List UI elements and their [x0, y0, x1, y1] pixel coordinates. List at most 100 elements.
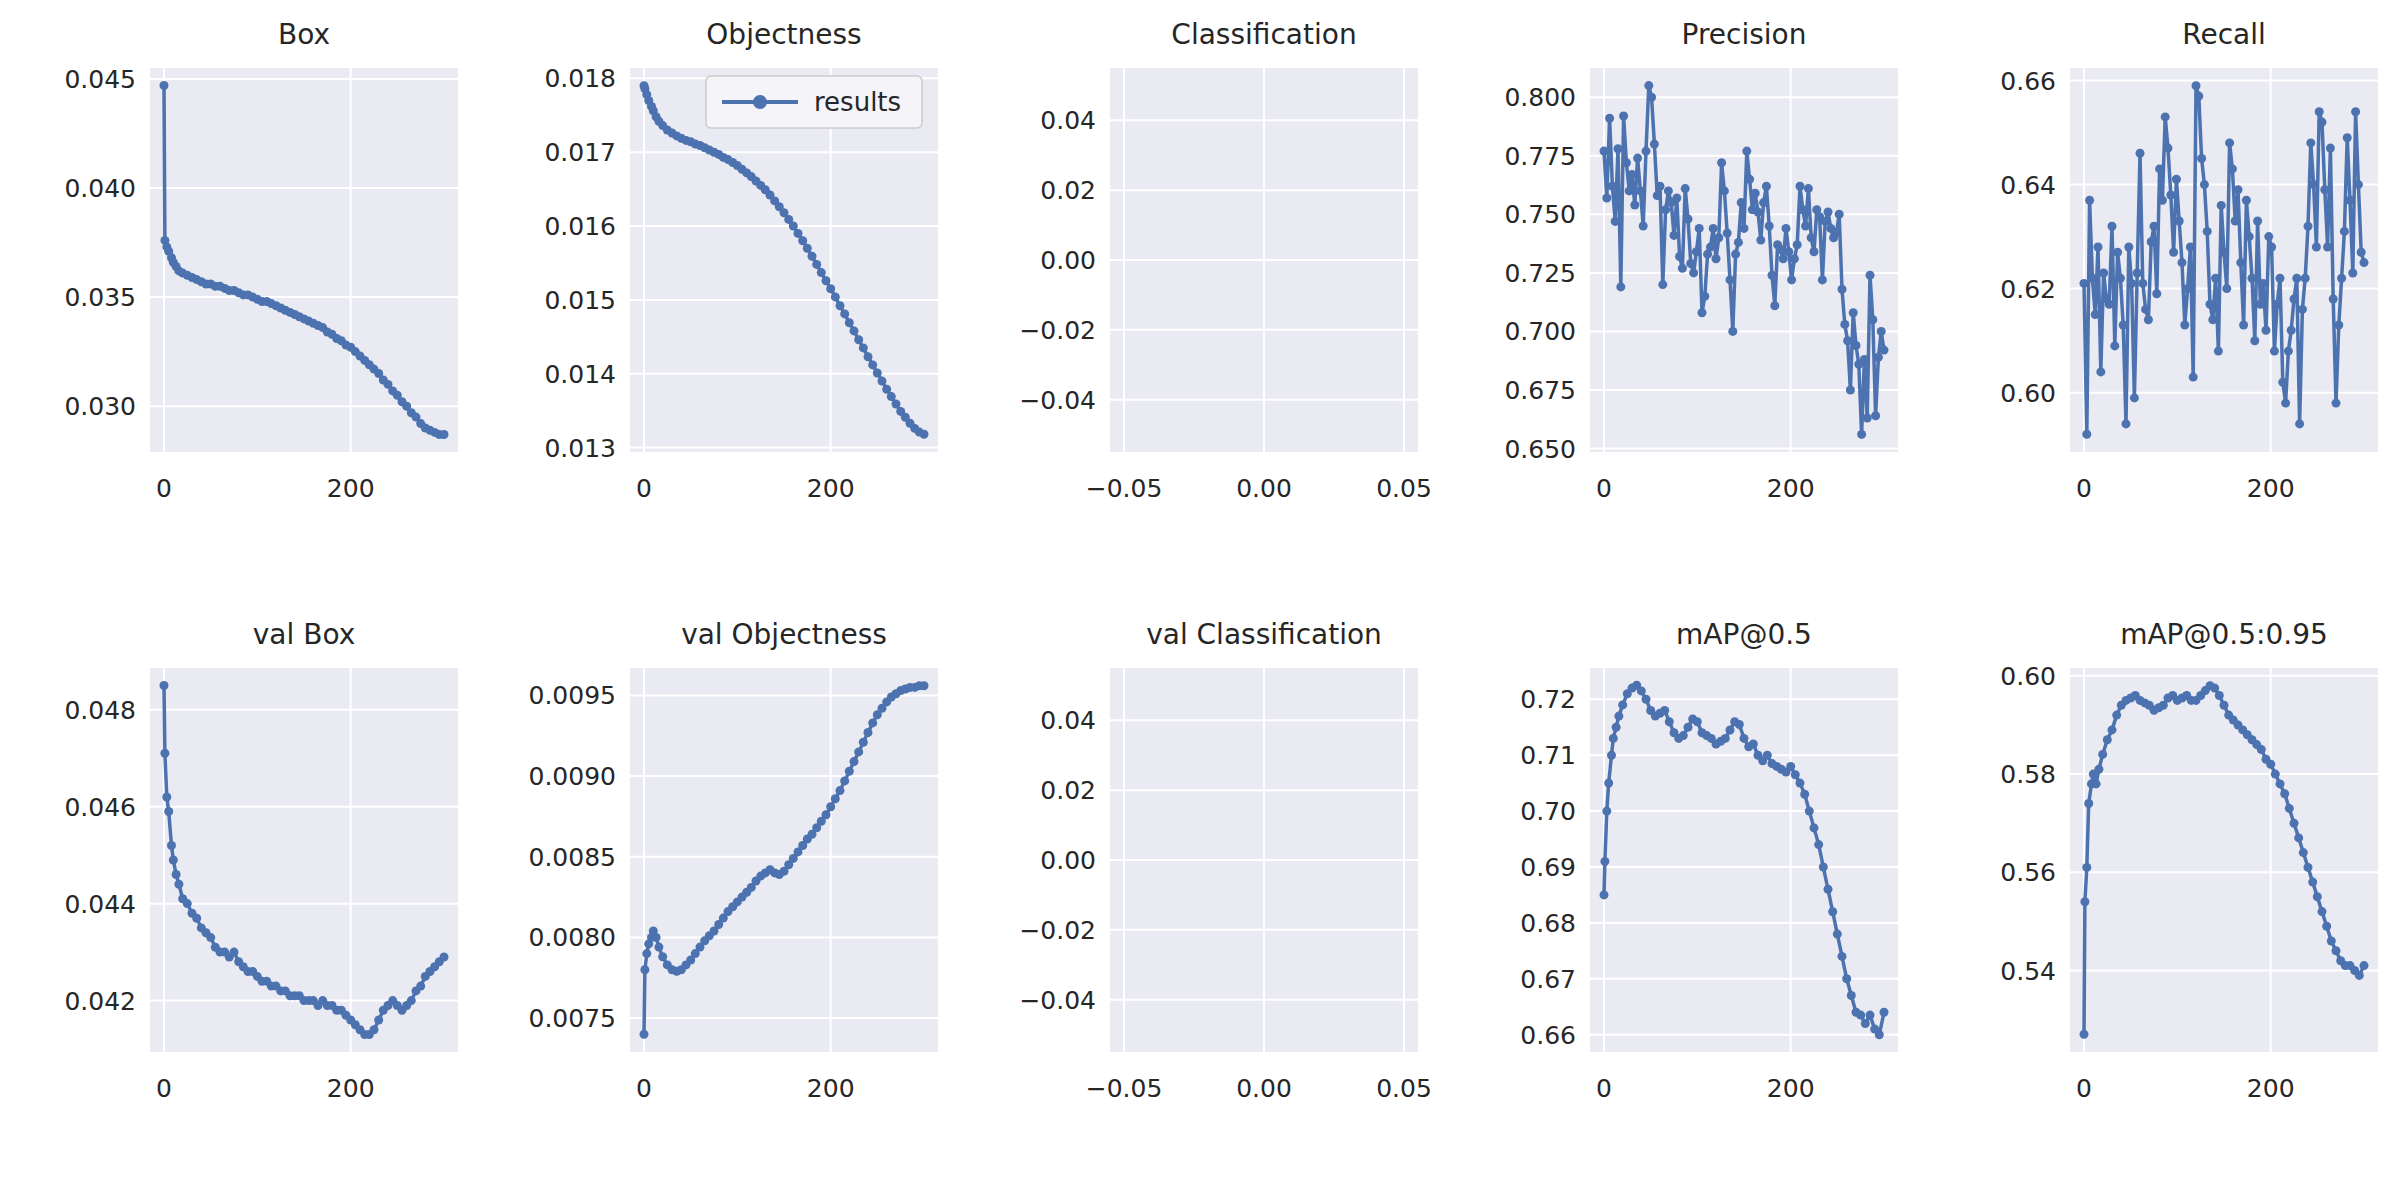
series-marker	[1692, 247, 1701, 256]
series-marker	[2161, 112, 2170, 121]
series-marker	[1695, 224, 1704, 233]
series-marker	[164, 807, 173, 816]
y-tick-label: 0.69	[1520, 853, 1576, 882]
series-marker	[1608, 182, 1617, 191]
series-marker	[892, 400, 901, 409]
series-marker	[2220, 701, 2229, 710]
x-tick-label: −0.05	[1086, 474, 1163, 503]
chart-val-classification: val Classification−0.04−0.020.000.020.04…	[960, 600, 1440, 1200]
series-marker	[1679, 731, 1688, 740]
series-marker	[2112, 711, 2121, 720]
series-marker	[2189, 373, 2198, 382]
series-marker	[1810, 823, 1819, 832]
series-marker	[1810, 247, 1819, 256]
series-marker	[1639, 222, 1648, 231]
series-marker	[1622, 158, 1631, 167]
series-marker	[2150, 222, 2159, 231]
series-marker	[2211, 274, 2220, 283]
axes-background	[1590, 68, 1898, 452]
series-marker	[864, 352, 873, 361]
series-marker	[1619, 112, 1628, 121]
results-figure: Box0.0300.0350.0400.0450200 Objectness0.…	[0, 0, 2400, 1200]
series-marker	[2200, 180, 2209, 189]
series-marker	[1863, 414, 1872, 423]
x-tick-label: 0	[156, 474, 172, 503]
series-marker	[2088, 274, 2097, 283]
series-marker	[2239, 321, 2248, 330]
series-marker	[2299, 848, 2308, 857]
series-marker	[2340, 227, 2349, 236]
series-marker	[1602, 807, 1611, 816]
series-marker	[873, 369, 882, 378]
series-marker	[2250, 336, 2259, 345]
series-marker	[2208, 315, 2217, 324]
y-tick-label: 0.60	[2000, 662, 2056, 691]
series-marker	[1600, 147, 1609, 156]
series-marker	[1857, 430, 1866, 439]
series-marker	[2136, 149, 2145, 158]
series-marker	[1698, 308, 1707, 317]
series-marker	[2080, 897, 2089, 906]
axes-background	[2070, 668, 2378, 1052]
series-marker	[1819, 863, 1828, 872]
series-marker	[2327, 937, 2336, 946]
series-marker	[2080, 1030, 2089, 1039]
series-marker	[2138, 279, 2147, 288]
x-tick-label: 0	[156, 1074, 172, 1103]
series-marker	[1600, 890, 1609, 899]
series-marker	[794, 229, 803, 238]
series-marker	[2096, 367, 2105, 376]
series-marker	[1842, 974, 1851, 983]
chart-title: Objectness	[706, 18, 861, 51]
series-marker	[1874, 353, 1883, 362]
series-marker	[1726, 726, 1735, 735]
plot-svg: mAP@0.50.660.670.680.690.700.710.720200	[1440, 600, 1920, 1200]
series-marker	[1614, 144, 1623, 153]
series-marker	[2158, 196, 2167, 205]
chart-map05-095: mAP@0.5:0.950.540.560.580.600200	[1920, 600, 2400, 1200]
series-marker	[2231, 217, 2240, 226]
series-marker	[640, 965, 649, 974]
series-marker	[868, 360, 877, 369]
series-marker	[1784, 247, 1793, 256]
series-marker	[1611, 217, 1620, 226]
series-marker	[1670, 231, 1679, 240]
series-marker	[2351, 107, 2360, 116]
series-marker	[1835, 210, 1844, 219]
series-marker	[440, 953, 449, 962]
series-marker	[2164, 144, 2173, 153]
series-marker	[1723, 229, 1732, 238]
series-marker	[1833, 930, 1842, 939]
series-marker	[1664, 186, 1673, 195]
axes-background	[150, 68, 458, 452]
series-marker	[1672, 194, 1681, 203]
series-marker	[2116, 274, 2125, 283]
series-marker	[370, 1025, 379, 1034]
series-marker	[2354, 180, 2363, 189]
series-marker	[2130, 393, 2139, 402]
series-marker	[1828, 907, 1837, 916]
series-marker	[2124, 243, 2133, 252]
series-marker	[1720, 186, 1729, 195]
series-marker	[2256, 300, 2265, 309]
x-tick-label: 0	[636, 474, 652, 503]
series-marker	[1880, 1008, 1889, 1017]
chart-val-objectness: val Objectness0.00750.00800.00850.00900.…	[480, 600, 960, 1200]
series-marker	[1790, 254, 1799, 263]
series-marker	[206, 933, 215, 942]
y-tick-label: 0.54	[2000, 957, 2056, 986]
series-marker	[2309, 180, 2318, 189]
series-marker	[1714, 233, 1723, 242]
series-marker	[2308, 878, 2317, 887]
x-tick-label: −0.05	[1086, 1074, 1163, 1103]
series-marker	[1735, 720, 1744, 729]
series-marker	[1843, 336, 1852, 345]
series-marker	[654, 943, 663, 952]
series-marker	[2253, 217, 2262, 226]
y-tick-label: 0.72	[1520, 685, 1576, 714]
y-tick-label: 0.04	[1040, 106, 1096, 135]
chart-title: Recall	[2182, 18, 2266, 51]
series-marker	[2273, 300, 2282, 309]
series-marker	[2166, 191, 2175, 200]
series-marker	[831, 794, 840, 803]
